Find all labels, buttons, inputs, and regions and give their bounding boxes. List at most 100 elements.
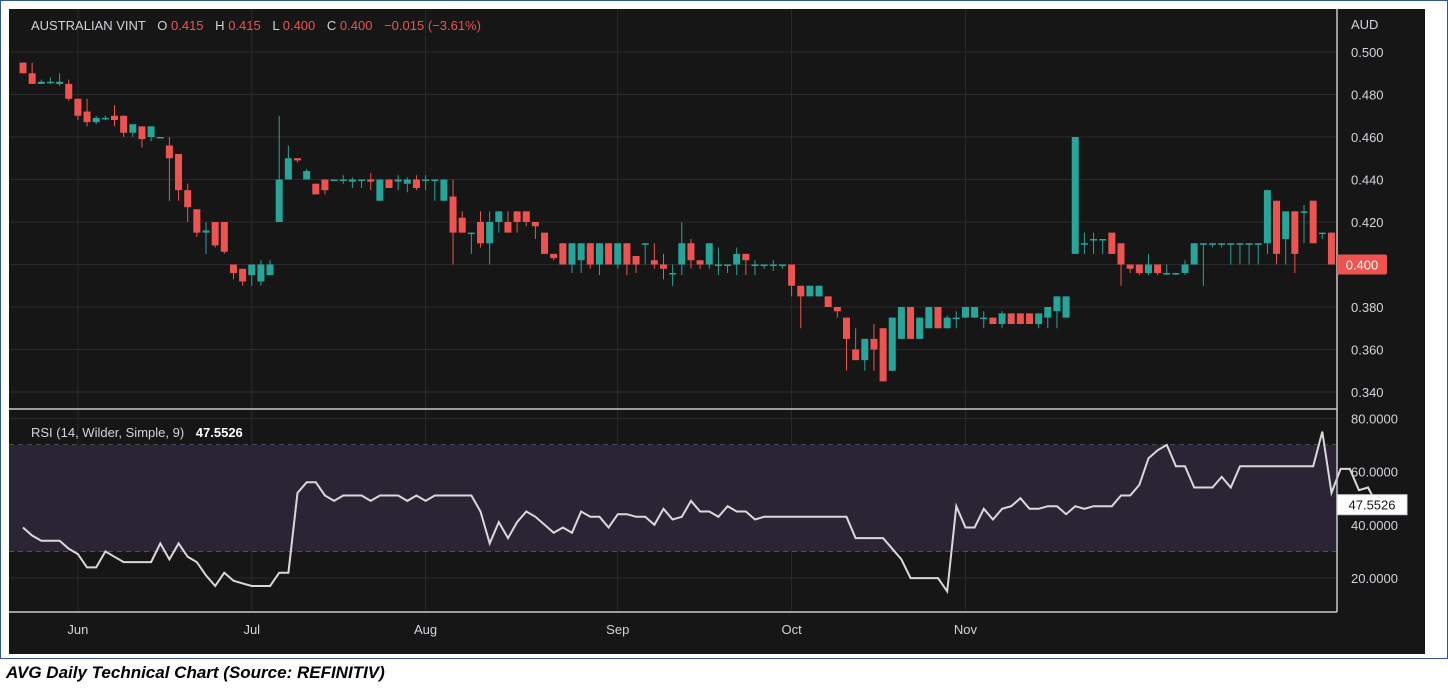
candle-body — [74, 98, 82, 116]
candle-body — [778, 264, 786, 266]
open-label: O — [157, 18, 167, 33]
candle-body — [138, 126, 146, 140]
rsi-tag-label: 47.5526 — [1349, 498, 1396, 513]
candle-body — [1163, 273, 1171, 275]
candle-body — [412, 179, 420, 188]
candle-body — [239, 268, 247, 282]
candle-body — [275, 179, 283, 222]
candle-body — [522, 211, 530, 222]
candle-body — [879, 328, 887, 382]
candle-body — [101, 117, 109, 120]
svg-text:RSI (14, Wilder, Simple, 9): RSI (14, Wilder, Simple, 9) 47.5526 — [31, 425, 243, 440]
candle-body — [632, 256, 640, 265]
candle-body — [367, 179, 375, 182]
candle-body — [1154, 264, 1162, 273]
candle-body — [184, 190, 192, 208]
candle-body — [513, 211, 521, 222]
candle-body — [19, 62, 27, 74]
candle-body — [1236, 243, 1244, 245]
candle-body — [1199, 243, 1207, 245]
chart-caption: AVG Daily Technical Chart (Source: REFIN… — [6, 663, 385, 682]
candle-body — [28, 73, 36, 84]
candle-body — [1135, 264, 1143, 273]
candle-body — [980, 317, 988, 320]
candle-body — [477, 222, 484, 244]
candle-body — [111, 115, 118, 120]
candle-body — [211, 222, 219, 246]
candle-body — [1108, 232, 1116, 254]
low-value: 0.400 — [283, 18, 316, 33]
candle-body — [330, 179, 338, 181]
rsi-band — [9, 444, 1337, 552]
candle-body — [833, 307, 841, 312]
candle-body — [1099, 239, 1107, 241]
candle-body — [229, 264, 237, 273]
high-value: 0.415 — [228, 18, 261, 33]
candle-body — [916, 317, 924, 339]
candle-body — [733, 253, 741, 265]
candle-body — [751, 264, 759, 266]
candle-body — [458, 217, 466, 233]
candle-body — [641, 243, 649, 245]
candle-body — [724, 264, 732, 266]
candle-body — [248, 264, 256, 276]
last-price-label: 0.400 — [1346, 258, 1379, 273]
candle-body — [989, 317, 997, 324]
candle-body — [1254, 243, 1262, 245]
candle-body — [696, 260, 704, 265]
candle-body — [339, 179, 347, 181]
close-label: C — [327, 18, 336, 33]
candle-body — [1245, 243, 1253, 245]
candle-body — [92, 117, 100, 123]
candle-body — [284, 158, 292, 180]
candle-body — [1053, 296, 1061, 312]
candle-body — [1282, 211, 1290, 239]
candle-body — [257, 264, 265, 282]
month-label: Oct — [781, 622, 802, 637]
candle-body — [1062, 296, 1070, 318]
candle-body — [358, 179, 366, 181]
candle-body — [202, 230, 210, 233]
candle-body — [687, 243, 695, 261]
price-tick-label: 0.460 — [1351, 130, 1384, 145]
candle-body — [266, 264, 274, 276]
high-label: H — [215, 18, 224, 33]
candle-body — [83, 111, 91, 123]
svg-text:AUSTRALIAN VINT O: AUSTRALIAN VINT O 0.415 H 0.415 L 0.400 … — [31, 18, 481, 33]
candle-body — [65, 83, 73, 99]
rsi-label: RSI (14, Wilder, Simple, 9) — [31, 425, 184, 440]
candle-body — [37, 81, 45, 84]
candle-body — [852, 349, 860, 361]
price-tick-label: 0.480 — [1351, 88, 1384, 103]
candle-body — [1117, 243, 1125, 265]
rsi-current-value: 47.5526 — [196, 425, 243, 440]
candle-body — [486, 222, 494, 244]
candle-body — [907, 307, 915, 339]
candle-body — [376, 179, 384, 201]
candle-body — [843, 317, 850, 339]
rsi-tick-label: 60.0000 — [1351, 465, 1398, 480]
candle-body — [1172, 273, 1180, 275]
candle-body — [742, 253, 750, 261]
candle-body — [1080, 243, 1088, 245]
candle-body — [897, 307, 905, 339]
candles — [19, 62, 1335, 382]
month-label: Jul — [243, 622, 260, 637]
candle-body — [870, 338, 878, 350]
candle-body — [312, 183, 320, 195]
axes: 0.500 0.480 0.460 0.440 0.420 0.400 0.380 0.360… — [9, 9, 1398, 637]
candle-body — [623, 243, 631, 265]
low-label: L — [272, 18, 279, 33]
candle-body — [1026, 313, 1033, 324]
candle-body — [1209, 243, 1216, 245]
candle-body — [46, 81, 54, 84]
candle-body — [1035, 313, 1043, 324]
candle-body — [56, 81, 64, 84]
candle-body — [961, 307, 969, 318]
price-tick-label: 0.500 — [1351, 45, 1384, 60]
candle-body — [660, 264, 667, 269]
rsi-line — [22, 431, 1379, 595]
chart-canvas[interactable]: 0.500 0.480 0.460 0.440 0.420 0.400 0.380 0.360… — [9, 9, 1425, 654]
rsi-tick-label: 40.0000 — [1351, 518, 1398, 533]
candle-body — [531, 222, 539, 227]
